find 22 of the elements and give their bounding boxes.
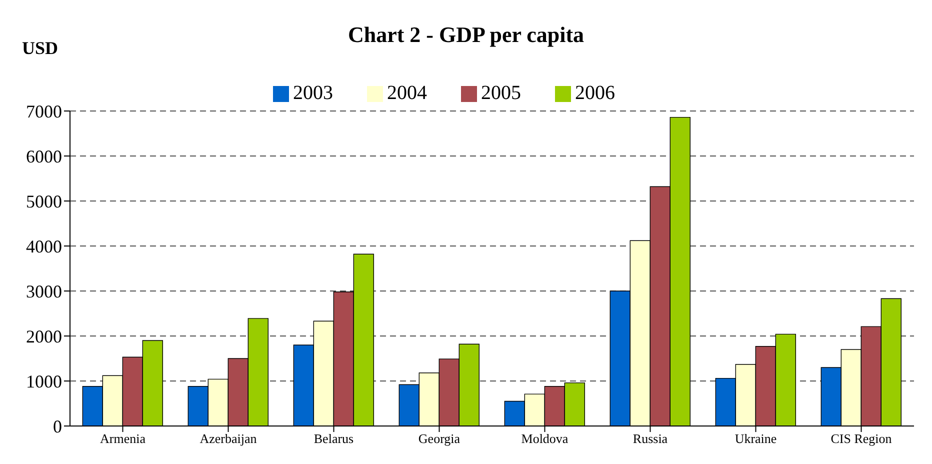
x-tick-label: Armenia bbox=[100, 431, 146, 446]
y-tick-label: 2000 bbox=[26, 326, 62, 346]
y-tick-label: 7000 bbox=[26, 101, 62, 122]
x-tick-label: CIS Region bbox=[830, 431, 892, 446]
legend-label: 2003 bbox=[293, 82, 333, 104]
y-tick-label: 3000 bbox=[26, 281, 62, 302]
x-tick-label: Russia bbox=[632, 431, 668, 446]
x-tick-label: Moldova bbox=[521, 431, 568, 446]
legend-label: 2004 bbox=[387, 82, 427, 104]
y-tick-label: 1000 bbox=[26, 371, 62, 392]
x-tick-label: Azerbaijan bbox=[200, 431, 258, 446]
y-tick-label: 5000 bbox=[26, 191, 62, 212]
x-tick-label: Belarus bbox=[314, 431, 354, 446]
y-tick-label: 0 bbox=[53, 416, 62, 436]
y-tick-label: 6000 bbox=[26, 146, 62, 166]
y-tick-label: 4000 bbox=[26, 236, 62, 256]
chart-title: Chart 2 - GDP per capita bbox=[348, 22, 584, 47]
y-axis-title: USD bbox=[22, 38, 58, 59]
x-tick-label: Georgia bbox=[418, 431, 460, 446]
legend-label: 2005 bbox=[481, 82, 521, 104]
legend-label: 2006 bbox=[575, 82, 615, 104]
x-tick-label: Ukraine bbox=[734, 431, 777, 446]
